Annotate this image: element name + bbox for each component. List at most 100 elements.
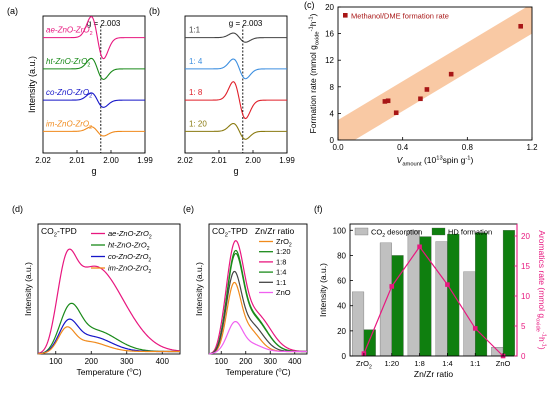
panel-f-aromatics-line [363, 245, 504, 357]
panel-c-xlabel: Vamount (1013spin g-1) [397, 155, 474, 168]
panel-a-trace-3 [43, 126, 145, 137]
panel-b-trace-1 [185, 58, 287, 80]
panel-e-legend-text-4: 1:1 [276, 278, 286, 287]
panel-a-ref-label: g = 2.003 [87, 19, 121, 28]
panel-b-series-label-1: 1: 4 [189, 57, 203, 66]
panel-f-aromatics-point-1 [389, 284, 395, 289]
panel-f-ytick-label: 20 [337, 327, 346, 336]
panel-f-category-label-3: 1:4 [442, 359, 452, 368]
panel-f-label: (f) [314, 204, 323, 214]
panel-a-series-label-2: co-ZnO-ZrO2 [46, 88, 92, 99]
panel-b-series-label-0: 1:1 [189, 26, 201, 35]
panel-d-label: (d) [12, 204, 23, 214]
panel-c-ytick-label: 0 [330, 136, 335, 145]
panel-e-ylabel: Intensity (a.u.) [194, 262, 204, 316]
panel-d-xlabel: Temperature (oC) [76, 367, 141, 377]
panel-f-category-label-0: ZrO2 [356, 359, 372, 370]
panel-f-category-label-4: 1:1 [470, 359, 480, 368]
panel-a-trace-0 [42, 16, 145, 60]
panel-b-trace-2 [185, 81, 287, 120]
panel-e-xtick-label: 400 [288, 357, 302, 366]
panel-c-trend-band [338, 7, 532, 140]
panel-f-aromatics-point-2 [417, 244, 422, 250]
panel-c-point-4 [424, 87, 430, 92]
panel-d-legend-text-0: ae-ZnO-ZrO2 [108, 229, 152, 240]
panel-f-y2label: Aromatics rate (mmol goxide-1h-1) [534, 230, 547, 350]
panel-a-xtick-label: 2.00 [103, 156, 119, 165]
panel-d-trace-3 [37, 326, 180, 355]
panel-e-legend-text-1: 1:20 [276, 247, 291, 256]
panel-d-frame [37, 223, 181, 355]
panel-c-legend-text: Methanol/DME formation rate [351, 12, 449, 21]
panel-c-ytick-label: 8 [330, 83, 335, 92]
panel-e-trace-1 [208, 249, 307, 355]
panel-f-ytick-label: 40 [337, 302, 346, 311]
panel-e-inset-title: CO2-TPD [212, 226, 248, 239]
panel-a-xtick-label: 2.01 [69, 156, 85, 165]
panel-f-legend-text-1: HD formation [448, 228, 492, 237]
panel-f-ytick-label: 100 [333, 226, 347, 235]
panel-d-legend-text-2: co-ZnO-ZrO2 [108, 252, 151, 263]
panel-b-trace-3 [185, 122, 287, 140]
panel-f-y2tick-label: 10 [521, 292, 530, 301]
panel-e-label: (e) [183, 204, 194, 214]
panel-a-xlabel: g [91, 166, 96, 176]
panel-d-xtick-label: 100 [49, 357, 63, 366]
panel-f-category-label-1: 1:20 [384, 359, 399, 368]
panel-e-trace-2 [208, 240, 308, 355]
panel-e-legend-text-0: ZrO2 [276, 237, 292, 248]
panel-f-aromatics-point-4 [472, 326, 478, 331]
panel-c-label: (c) [304, 0, 315, 10]
panel-a-series-label-0: ae-ZnO-ZrO2 [46, 26, 93, 37]
panel-f-bar-1-5 [502, 230, 515, 357]
panel-b-xtick-label: 2.02 [177, 156, 193, 165]
panel-b-ref-label: g = 2.003 [229, 19, 263, 28]
panel-e-xtick-label: 300 [264, 357, 278, 366]
panel-f-ylabel: Intensity (a.u.) [318, 263, 328, 317]
panel-a-trace-1 [43, 57, 145, 80]
panel-f-y2tick-label: 20 [521, 232, 530, 241]
panel-c-ylabel: Formation rate (mmol goxide-1h-1) [308, 13, 321, 133]
panel-d-xtick-label: 300 [120, 357, 134, 366]
panel-a-series-label-3: im-ZnO-ZrO2 [46, 119, 92, 130]
panel-d-legend-text-3: im-ZnO-ZrO2 [108, 264, 151, 275]
panel-a-frame [42, 15, 146, 154]
panel-c-point-2 [393, 110, 399, 116]
panel-f-legend-swatch-1 [431, 227, 446, 236]
panel-b-series-label-2: 1: 8 [189, 88, 203, 97]
panel-a-series-label-1: ht-ZnO-ZrO2 [46, 57, 90, 68]
panel-f-bar-1-1 [391, 255, 404, 357]
panel-c-ytick-label: 12 [325, 56, 334, 65]
panel-b-xtick-label: 2.01 [211, 156, 227, 165]
panel-f-bar-0-0 [352, 291, 365, 357]
panel-c-ytick-label: 16 [325, 30, 334, 39]
panel-f-y2tick-label: 5 [521, 322, 526, 331]
panel-d-ylabel: Intensity (a.u.) [23, 262, 33, 316]
panel-e-legend-text-2: 1:8 [276, 257, 286, 266]
panel-b-xtick-label: 2.00 [245, 156, 261, 165]
panel-c-legend-marker [343, 13, 348, 18]
panel-c-frame [337, 6, 533, 141]
panel-c-xtick-label: 0.4 [397, 143, 409, 152]
panel-f-bar-1-3 [447, 233, 460, 357]
panel-f-legend-text-0: CO2 desorption [371, 228, 422, 239]
panel-c-point-1 [385, 98, 391, 104]
panel-b-series-label-3: 1: 20 [189, 119, 207, 128]
panel-c-xtick-label: 1.2 [526, 143, 538, 152]
panel-f-xlabel: Zn/Zr ratio [414, 369, 453, 379]
panel-f-ytick-label: 80 [337, 251, 346, 260]
panel-f-ytick-label: 0 [342, 352, 347, 361]
panel-e-frame [208, 223, 308, 355]
panel-a-label: (a) [7, 6, 18, 16]
panel-f-legend-swatch-0 [354, 227, 369, 236]
panel-e-legend-text-5: ZnO [276, 288, 291, 297]
panel-c-point-0 [382, 99, 388, 104]
panel-d-trace-0 [37, 248, 181, 354]
panel-f-y2tick-label: 15 [521, 262, 530, 271]
panel-d-xtick-label: 400 [156, 357, 170, 366]
panel-a-xtick-label: 2.02 [35, 156, 51, 165]
panel-f-bar-0-4 [463, 271, 476, 357]
panel-b-frame [184, 15, 288, 154]
panel-e-xtick-label: 100 [215, 357, 229, 366]
